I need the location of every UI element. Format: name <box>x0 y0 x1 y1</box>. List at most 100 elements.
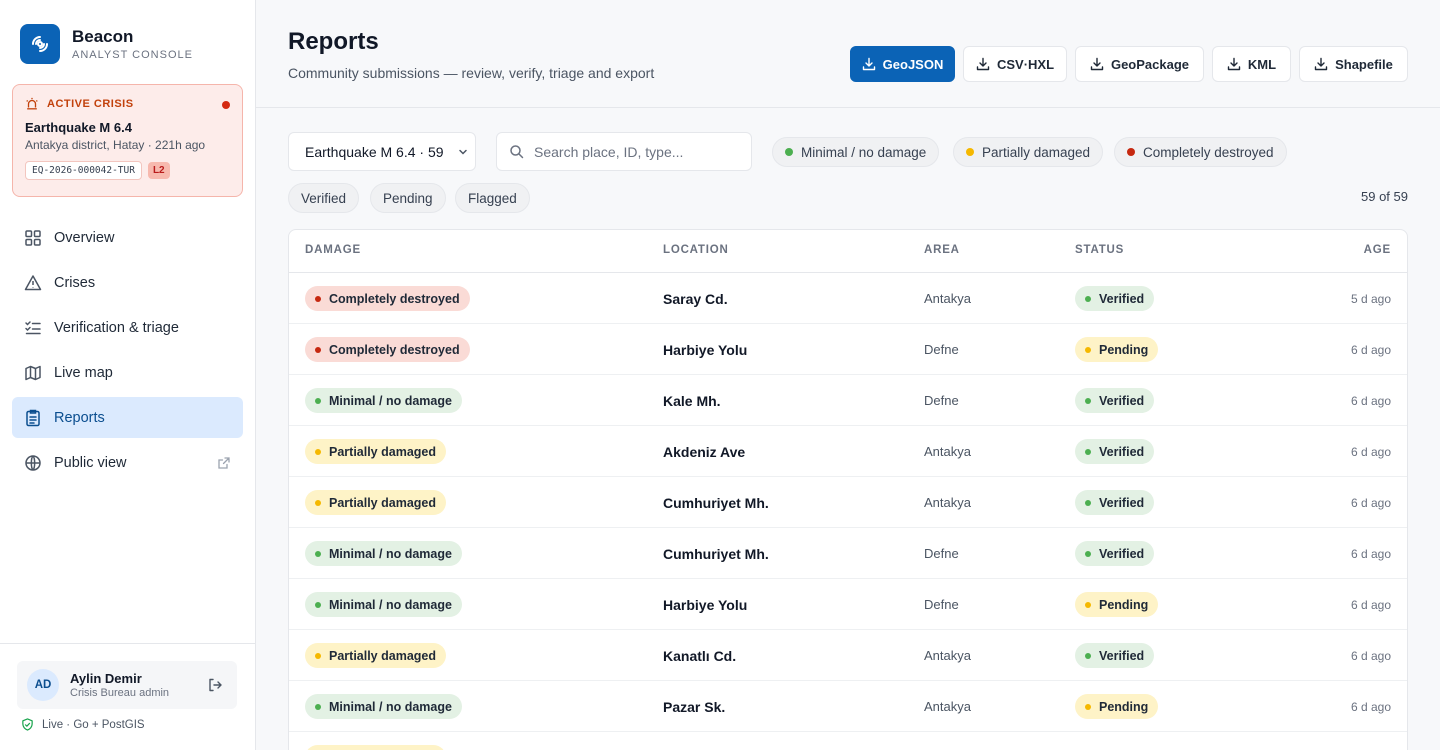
chevron-down-icon <box>459 149 467 155</box>
clipboard-icon <box>26 409 40 426</box>
damage-badge: Minimal / no damage <box>305 541 462 566</box>
crisis-select[interactable]: Earthquake M 6.4 · 59 <box>288 132 476 171</box>
chip-pending[interactable]: Pending <box>370 183 446 213</box>
checklist-icon <box>25 320 41 334</box>
status-label: Pending <box>1099 699 1149 714</box>
age-cell: 6 d ago <box>1350 444 1391 459</box>
damage-dot <box>315 448 321 455</box>
status-cell: Verified <box>1075 273 1155 324</box>
legend-dot <box>785 148 793 156</box>
damage-badge: Minimal / no damage <box>305 694 462 719</box>
brand-name: Beacon <box>72 27 134 46</box>
chip-partially-damaged[interactable]: Partially damaged <box>953 137 1104 167</box>
logout-icon[interactable] <box>207 677 223 693</box>
table-row[interactable]: Partially damaged Akdeniz Ave Antakya Verif… <box>289 426 1407 477</box>
nav-item-crises[interactable]: Crises <box>12 262 243 303</box>
column-header-area[interactable]: AREA <box>924 244 960 256</box>
status-label: Pending <box>1099 342 1149 357</box>
active-crisis-card[interactable]: ACTIVE CRISIS Earthquake M 6.4 Antakya d… <box>12 84 243 197</box>
user-role: Crisis Bureau admin <box>70 687 170 699</box>
table-row[interactable]: Minimal / no damage Pazar Sk. Antakya Pendi… <box>289 681 1407 732</box>
globe-icon <box>25 454 41 471</box>
nav-item-public-view[interactable]: Public view <box>12 442 243 483</box>
sidebar: Beacon ANALYST CONSOLE ACTIVE CRISIS Ear… <box>0 0 256 750</box>
area-cell: Antakya <box>924 291 971 306</box>
export-csv-hxl-button[interactable]: CSV·HXL <box>963 46 1067 82</box>
location-cell: Saray Cd. <box>663 290 728 307</box>
main-nav: Overview Crises Verification & triage Li… <box>12 217 243 487</box>
export-shapefile-button[interactable]: Shapefile <box>1299 46 1408 82</box>
export-geojson-button[interactable]: GeoJSON <box>850 46 955 82</box>
search-box[interactable] <box>496 132 752 171</box>
table-row[interactable]: Minimal / no damage Cumhuriyet Mh. Defne Ve… <box>289 528 1407 579</box>
nav-item-live-map[interactable]: Live map <box>12 352 243 393</box>
chip-flagged[interactable]: Flagged <box>455 183 530 213</box>
download-icon <box>1090 57 1104 71</box>
user-card[interactable]: AD Aylin Demir Crisis Bureau admin <box>17 661 237 709</box>
damage-dot <box>315 295 321 302</box>
crisis-location: Antakya district, Hatay · 221h ago <box>25 138 206 152</box>
status-cell: Verified <box>1075 426 1155 477</box>
damage-cell: Partially damaged <box>305 477 446 528</box>
damage-label: Partially damaged <box>329 495 436 510</box>
status-cell: Verified <box>1075 630 1155 681</box>
column-header-location[interactable]: LOCATION <box>663 244 729 256</box>
status-dot <box>1085 448 1091 455</box>
status-badge: Verified <box>1075 439 1155 464</box>
damage-dot <box>315 652 321 659</box>
search-input[interactable] <box>534 143 734 160</box>
damage-badge: Minimal / no damage <box>305 388 462 413</box>
column-header-damage[interactable]: DAMAGE <box>305 244 361 256</box>
chip-minimal-damage[interactable]: Minimal / no damage <box>772 137 940 167</box>
status-dot <box>1085 295 1091 302</box>
area-cell: Defne <box>924 597 959 612</box>
damage-dot <box>315 397 321 404</box>
export-label: CSV·HXL <box>996 56 1055 72</box>
table-row[interactable]: Minimal / no damage Harbiye Yolu Defne Pend… <box>289 579 1407 630</box>
export-label: KML <box>1247 56 1277 72</box>
chip-label: Completely destroyed <box>1143 144 1274 160</box>
reports-table: DAMAGE LOCATION AREA STATUS AGE Complete… <box>288 229 1408 750</box>
damage-badge: Completely destroyed <box>305 337 470 362</box>
location-cell: Akdeniz Ave <box>663 443 746 460</box>
status-badge: Verified <box>1075 541 1155 566</box>
damage-label: Completely destroyed <box>329 342 460 357</box>
crisis-title: Earthquake M 6.4 <box>25 120 132 135</box>
nav-item-verification[interactable]: Verification & triage <box>12 307 243 348</box>
status-cell: Verified <box>1075 477 1155 528</box>
table-row[interactable]: Minimal / no damage Kale Mh. Defne Verified… <box>289 375 1407 426</box>
export-geopackage-button[interactable]: GeoPackage <box>1075 46 1204 82</box>
chip-verified[interactable]: Verified <box>288 183 360 213</box>
brand-subtitle: ANALYST CONSOLE <box>72 49 193 61</box>
table-row[interactable]: Completely destroyed Harbiye Yolu Defne Pen… <box>289 324 1407 375</box>
column-header-status[interactable]: STATUS <box>1075 244 1125 256</box>
table-row[interactable]: Completely destroyed Saray Cd. Antakya Veri… <box>289 273 1407 324</box>
map-icon <box>25 365 41 380</box>
table-row[interactable]: Partially damaged Cumhuriyet Mh. Antakya Ve… <box>289 477 1407 528</box>
download-icon <box>1314 57 1328 71</box>
download-icon <box>862 57 875 71</box>
damage-dot <box>315 499 321 506</box>
location-cell: Pazar Sk. <box>663 698 726 715</box>
chip-completely-destroyed[interactable]: Completely destroyed <box>1114 137 1287 167</box>
export-kml-button[interactable]: KML <box>1212 46 1291 82</box>
brand[interactable]: Beacon ANALYST CONSOLE <box>20 24 193 64</box>
table-row[interactable]: Partially damaged Kanatlı Cd. Antakya Verif… <box>289 630 1407 681</box>
damage-label: Completely destroyed <box>329 291 460 306</box>
damage-cell: Partially damaged <box>305 630 446 681</box>
nav-item-overview[interactable]: Overview <box>12 217 243 258</box>
nav-label: Reports <box>54 409 105 426</box>
search-icon <box>510 145 524 159</box>
area-cell: Antakya <box>924 444 971 459</box>
location-cell: Harbiye Yolu <box>663 596 748 613</box>
nav-item-reports[interactable]: Reports <box>12 397 243 438</box>
column-header-age[interactable]: AGE <box>1363 244 1391 256</box>
status-cell: Verified <box>1075 375 1155 426</box>
damage-cell: Partially damaged <box>305 732 446 750</box>
crisis-level-badge: L2 <box>147 162 170 179</box>
page-subtitle: Community submissions — review, verify, … <box>288 65 655 81</box>
legend-dot <box>1127 148 1135 156</box>
legend-dot <box>966 148 974 156</box>
chip-label: Verified <box>301 190 347 206</box>
table-row[interactable]: Partially damaged <box>289 732 1407 750</box>
